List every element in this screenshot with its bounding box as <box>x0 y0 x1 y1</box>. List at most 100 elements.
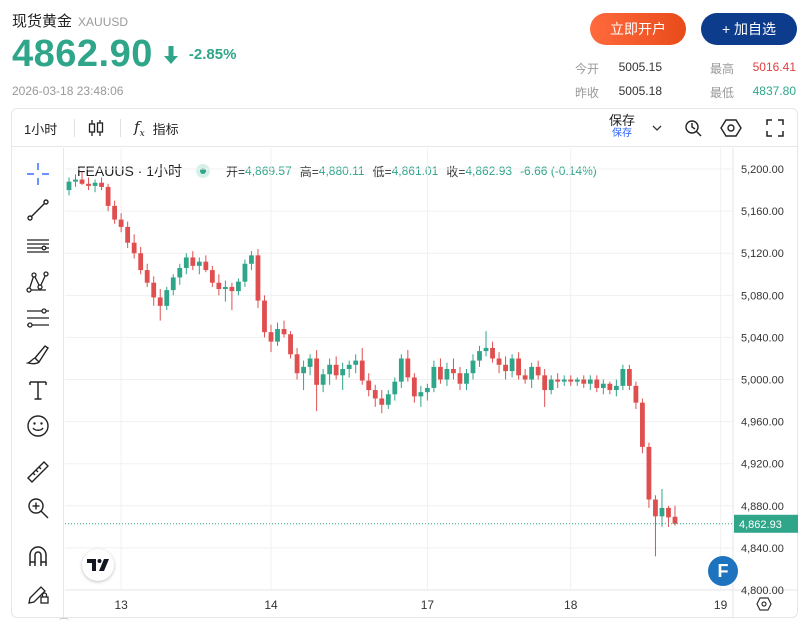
candle-body <box>568 379 574 382</box>
add-watchlist-button[interactable]: + 加自选 <box>701 13 797 45</box>
text-icon[interactable] <box>24 376 52 404</box>
candle-body <box>483 347 489 352</box>
candle-body <box>73 179 78 182</box>
candle-body <box>164 290 170 306</box>
candle-body <box>209 270 215 283</box>
chevron-down-icon[interactable] <box>652 109 662 147</box>
candle-body <box>431 366 437 388</box>
candle-body <box>496 358 502 365</box>
drawing-toolbar: ‹ <box>12 148 69 620</box>
open-value: 5005.15 <box>618 60 662 74</box>
candle-body <box>666 507 671 518</box>
candle-body <box>633 385 639 403</box>
candle-body <box>529 366 535 380</box>
brush-icon[interactable] <box>24 340 52 368</box>
candle-body <box>457 373 463 384</box>
lock-edit-icon[interactable] <box>24 580 52 608</box>
candle-body <box>346 364 352 369</box>
low-value: 4837.80 <box>752 84 796 98</box>
legend-close: 4,862.93 <box>465 164 513 178</box>
indicators-button[interactable]: fx 指标 <box>134 109 179 147</box>
instrument-title: 现货黄金 XAUUSD <box>12 10 128 31</box>
candle-body <box>626 369 632 386</box>
candle-body <box>340 369 346 376</box>
market-status-icon <box>196 164 211 178</box>
prev-close-label: 昨收 <box>575 86 600 100</box>
crosshair-icon[interactable] <box>24 160 52 188</box>
candle-body <box>203 261 209 271</box>
emoji-icon[interactable] <box>24 412 52 440</box>
candle-body <box>222 286 228 290</box>
axis-settings-icon[interactable] <box>756 597 772 616</box>
candle-body <box>424 387 430 393</box>
candle-body <box>659 507 665 517</box>
candle-body <box>451 369 456 374</box>
fullscreen-icon[interactable] <box>766 109 784 147</box>
legend-change: -6.66 (-0.14%) <box>520 164 597 178</box>
y-tick-label: 4,920.00 <box>741 459 784 471</box>
candle-body <box>613 385 619 391</box>
y-tick-label: 5,160.00 <box>741 206 784 218</box>
candle-body <box>242 263 248 282</box>
legend-high-label: 高= <box>299 164 319 179</box>
instrument-symbol: XAUUSD <box>78 15 129 29</box>
chart-legend: FEAUUS · 1小时 开= 4,869.57 高= 4,880.11 低= 4,8… <box>77 161 597 181</box>
save-button[interactable]: 保存 保存 <box>592 114 652 140</box>
candle-body <box>411 377 417 397</box>
candle-body <box>561 379 567 382</box>
candle-body <box>112 205 118 220</box>
last-price-tag <box>734 514 798 533</box>
quick-search-icon[interactable] <box>684 109 704 147</box>
candle-body <box>157 297 163 306</box>
settings-icon[interactable] <box>720 109 742 147</box>
y-tick-label: 5,080.00 <box>741 290 784 302</box>
open-account-button[interactable]: 立即开户 <box>590 13 686 45</box>
candle-body <box>470 360 476 374</box>
interval-selector[interactable]: 1小时 <box>24 121 58 137</box>
candle-type-icon[interactable] <box>88 109 104 147</box>
fib-icon[interactable] <box>24 304 52 332</box>
tradingview-logo[interactable] <box>82 549 114 581</box>
function-icon: fx <box>134 117 145 139</box>
candle-body <box>190 257 196 266</box>
high-value: 5016.41 <box>752 60 796 74</box>
candle-body <box>177 267 183 278</box>
ruler-icon[interactable] <box>24 458 52 486</box>
legend-open-label: 开= <box>226 164 246 179</box>
candlestick-chart[interactable]: 5,200.00 5,160.00 5,120.00 5,080.00 5,040.00… <box>65 148 798 618</box>
y-tick-label: 4,880.00 <box>741 501 784 513</box>
candle-body <box>438 366 443 380</box>
trend-line-icon[interactable] <box>24 196 52 224</box>
zoom-in-icon[interactable] <box>24 494 52 522</box>
candle-body <box>275 329 280 342</box>
candle-body <box>392 381 398 395</box>
candle-body <box>555 379 561 382</box>
candle-body <box>587 379 593 384</box>
candle-body <box>92 182 98 186</box>
candle-body <box>379 398 385 405</box>
candle-body <box>490 347 495 359</box>
collapse-toolbar-button[interactable]: ‹ <box>59 618 69 620</box>
candle-body <box>405 358 411 378</box>
candle-body <box>646 446 652 500</box>
candle-body <box>548 379 554 391</box>
legend-low: 4,861.01 <box>391 164 439 178</box>
candle-body <box>281 329 287 335</box>
candle-body <box>183 257 189 268</box>
indicators-label: 指标 <box>152 121 179 137</box>
pattern-icon[interactable] <box>24 268 52 296</box>
candle-body <box>138 253 144 271</box>
candle-body <box>105 186 111 206</box>
candle-body <box>574 379 580 382</box>
x-tick-label: 19 <box>714 598 728 612</box>
candle-body <box>600 383 606 388</box>
change-percent: -2.85% <box>188 46 237 63</box>
candle-body <box>170 277 176 291</box>
candle-body <box>522 375 528 380</box>
timestamp: 2026-03-18 23:48:06 <box>12 84 124 98</box>
candle-body <box>86 183 91 186</box>
horizontal-lines-icon[interactable] <box>24 232 52 260</box>
magnet-icon[interactable] <box>24 542 52 570</box>
candle-body <box>255 255 261 301</box>
toolbar-divider <box>120 119 121 137</box>
